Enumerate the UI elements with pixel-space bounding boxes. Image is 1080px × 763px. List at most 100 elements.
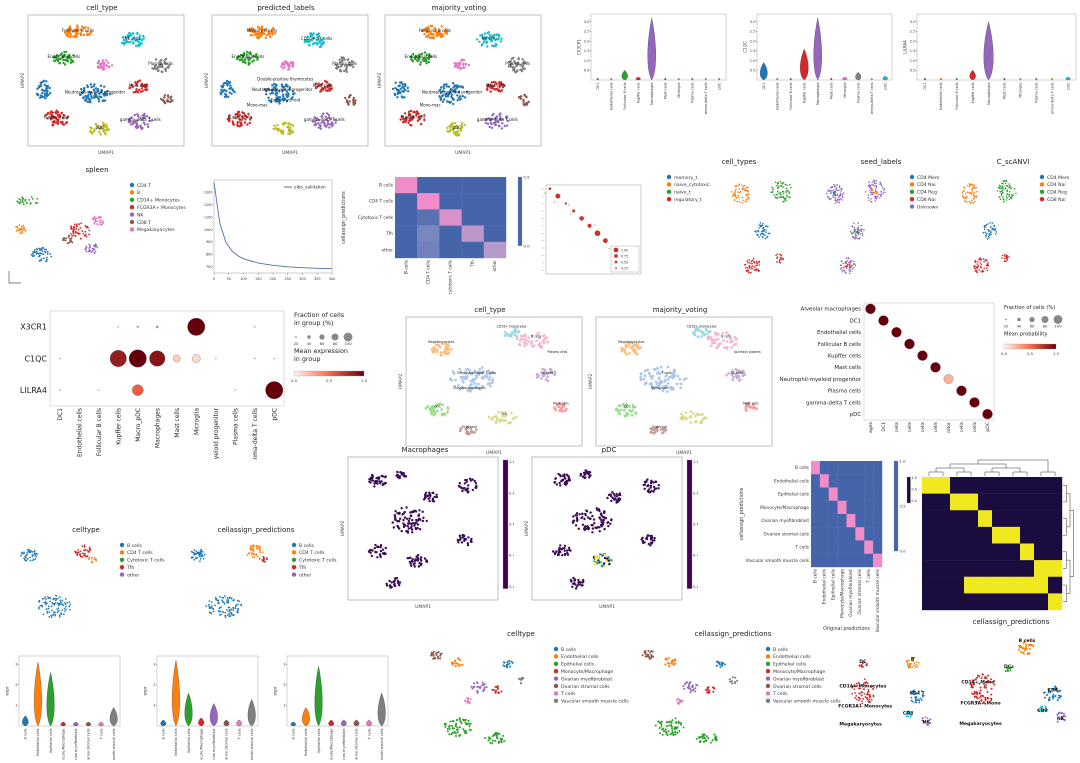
- svg-text:1: 1: [153, 704, 155, 708]
- svg-text:pDC: pDC: [271, 408, 278, 421]
- svg-text:Neutrophil-myeloid progenitor: Neutrophil-myeloid progenitor: [252, 87, 313, 92]
- svg-text:2.5: 2.5: [584, 30, 590, 34]
- svg-text:Megakaryocytes: Megakaryocytes: [428, 340, 454, 344]
- svg-text:X3CR1: X3CR1: [20, 323, 47, 332]
- svg-text:Tcm/Naive helper T cells: Tcm/Naive helper T cells: [456, 371, 496, 375]
- svg-text:Ig-heavy plasma: Ig-heavy plasma: [734, 350, 760, 354]
- svg-text:2: 2: [283, 683, 285, 687]
- svg-text:Neutrophil-myeloid progenitor: Neutrophil-myeloid progenitor: [422, 90, 483, 95]
- panel-violin-lilra4: 3.0 2.5 2.0 1.5 1.0 0.5 DC1 Endothelial cells Fo…: [902, 2, 1078, 114]
- plot-area: B cells DCs CD14+ Mono FCGR3A+ Mono Megakary…: [944, 627, 1078, 762]
- svg-text:Endothelial cells: Endothelial cells: [304, 728, 308, 756]
- svg-text:1.00: 1.00: [621, 248, 628, 252]
- svg-text:B cells: B cells: [721, 335, 732, 339]
- plot-area: B cells Endothelial cells Epithelial cells…: [738, 459, 906, 633]
- panel-title: cellassign_predictions: [217, 526, 295, 534]
- svg-text:gamma-delta T cells: gamma-delta T cells: [477, 117, 518, 122]
- svg-text:Endothelial cells: Endothelial cells: [76, 408, 83, 457]
- plot-area: 0 50 100 150 200 250 300 350 400 700 800 900 1000 110…: [194, 175, 336, 286]
- svg-text:100: 100: [240, 277, 246, 281]
- svg-text:Ovarian myofibroblast: Ovarian myofibroblast: [761, 518, 809, 524]
- svg-text:Endothelial cells: Endothelial cells: [405, 54, 438, 59]
- svg-text:Macrophages: Macrophages: [650, 82, 654, 105]
- plot-area: 1.0 0.5 0.0: [904, 457, 1078, 618]
- svg-text:Follicular B cells: Follicular B cells: [623, 82, 627, 109]
- chart-svg-umap-cell-type: Follicular B cells NK cells Endothelial ce…: [20, 14, 185, 156]
- svg-text:Cytotoxic T cells: Cytotoxic T cells: [127, 558, 165, 564]
- panel-title: celltype: [507, 630, 535, 638]
- svg-text:0.4: 0.4: [509, 553, 514, 558]
- svg-text:Ovarian stromal cells: Ovarian stromal cells: [857, 568, 863, 614]
- svg-text:60: 60: [320, 341, 325, 346]
- svg-text:C1QC: C1QC: [24, 354, 47, 363]
- svg-text:CD4 T cells: CD4 T cells: [299, 550, 325, 556]
- plot-area: DC CD14+ Monocytes FCGR3A+ Monocytes Megaka…: [826, 643, 944, 760]
- svg-text:1.0: 1.0: [1053, 351, 1060, 356]
- svg-text:2: 2: [15, 683, 17, 687]
- svg-text:Mast cells: Mast cells: [313, 83, 333, 88]
- svg-text:Original predictions: Original predictions: [823, 626, 870, 632]
- svg-text:NK: NK: [137, 212, 144, 218]
- svg-text:Mast cells: Mast cells: [174, 408, 181, 438]
- svg-text:B cells: B cells: [24, 728, 28, 739]
- svg-text:gamma-delta T cells: gamma-delta T cells: [120, 117, 161, 122]
- svg-text:Endothelial cells: Endothelial cells: [232, 54, 265, 59]
- plot-area: Megakaryocytes CD16+ monocytes B cells Ig-h…: [586, 315, 774, 456]
- plot-area: CD4 Mem CD4 Nai CD4 Reg CD8 Nai Unknown: [810, 167, 952, 296]
- svg-text:pDC: pDC: [453, 125, 462, 130]
- panel-heatmap-cellassign-1: B cells CD4 T cells Cytotoxic T cells Tfh ot…: [340, 166, 530, 295]
- chart-svg-clustermap: 1.0 0.5 0.0: [906, 459, 1074, 611]
- plot-area: B cells CD4 T cells Cytotoxic T cells Tfh ot…: [170, 535, 342, 642]
- svg-text:CD4 Mem: CD4 Mem: [917, 175, 940, 181]
- svg-text:LILRA4: LILRA4: [20, 386, 47, 395]
- svg-text:Erythroid: Erythroid: [652, 425, 667, 429]
- svg-text:2.0: 2.0: [750, 39, 756, 43]
- svg-text:Vascular smooth muscle cells: Vascular smooth muscle cells: [746, 558, 810, 564]
- svg-text:Ovarian myofibroblast: Ovarian myofibroblast: [74, 728, 78, 760]
- chart-svg-feature-macrophages: UMAP1 UMAP2 1.0 0.8 0.6 0.4 0.2: [340, 456, 514, 610]
- svg-text:0.5: 0.5: [326, 378, 333, 383]
- svg-text:Mast cells: Mast cells: [743, 402, 759, 406]
- svg-text:Tfh: Tfh: [126, 565, 134, 571]
- svg-text:other: other: [492, 260, 498, 272]
- svg-text:memory_t: memory_t: [674, 175, 697, 181]
- svg-text:B cells: B cells: [795, 465, 810, 471]
- svg-text:UMAP2: UMAP2: [204, 72, 210, 88]
- svg-text:T cells: T cells: [866, 568, 872, 583]
- svg-text:Mast cells: Mast cells: [829, 82, 833, 99]
- panel-heatmap-cellassign-2: B cells Endothelial cells Epithelial cells…: [738, 450, 906, 633]
- svg-text:B cells: B cells: [403, 259, 409, 274]
- svg-text:CD8 Nai: CD8 Nai: [917, 197, 936, 203]
- svg-text:0.50: 0.50: [621, 260, 628, 264]
- svg-text:Early erythroid: Early erythroid: [271, 97, 301, 102]
- svg-text:naive_cytotoxic: naive_cytotoxic: [674, 182, 710, 188]
- panel-umap-majority-voting-faint: majority_voting Megakaryocytes CD16+ monoc…: [586, 306, 774, 456]
- svg-text:0.25: 0.25: [621, 266, 628, 270]
- svg-text:0.5: 0.5: [912, 488, 917, 492]
- svg-text:800: 800: [206, 253, 212, 257]
- svg-text:Mast cells: Mast cells: [129, 83, 149, 88]
- svg-text:CD4 T cells: CD4 T cells: [127, 550, 153, 556]
- svg-text:CD4 Reg: CD4 Reg: [917, 190, 937, 196]
- svg-text:350: 350: [314, 277, 320, 281]
- panel-umap-pbmc-labeled: DC CD14+ Monocytes FCGR3A+ Monocytes Megaka…: [826, 634, 944, 760]
- svg-text:gamma-delta T cells: gamma-delta T cells: [1050, 82, 1054, 114]
- plot-area: UMAP1 UMAP2 1.0 0.8 0.6 0.4 0.2: [336, 455, 514, 610]
- svg-text:Mean expression: Mean expression: [294, 347, 348, 355]
- svg-text:Double-positive thymocytes: Double-positive thymocytes: [257, 77, 313, 82]
- panel-umap-spleen: spleen CD4 T B CD14+ Monocytes FCGR3A+ Monoc…: [4, 166, 190, 288]
- svg-text:3: 3: [283, 662, 285, 666]
- svg-text:1.0: 1.0: [361, 378, 368, 383]
- panel-violin-cx3cr1: 3.0 2.5 2.0 1.5 1.0 0.5 DC1 Endothelial cells Fo…: [576, 2, 728, 114]
- svg-text:0.5: 0.5: [910, 68, 916, 72]
- svg-text:Microglia: Microglia: [1019, 83, 1023, 98]
- svg-text:CD4 Mem: CD4 Mem: [1047, 175, 1070, 181]
- svg-text:LILRA4: LILRA4: [903, 40, 908, 54]
- svg-text:Macrophages: Macrophages: [987, 82, 991, 105]
- plot-area: 3.0 2.5 2.0 1.5 1.0 0.5 DC1 Endothelial cells Fo…: [902, 11, 1078, 114]
- chart-svg-violin-c1qc: 3.0 2.5 2.0 1.5 1.0 0.5 DC1 Endothelial cells Fo…: [743, 13, 893, 114]
- chart-svg-feature-pdc: UMAP1 UMAP2 1.0 0.8 0.6 0.4 0.2: [524, 456, 698, 610]
- svg-text:1: 1: [283, 704, 285, 708]
